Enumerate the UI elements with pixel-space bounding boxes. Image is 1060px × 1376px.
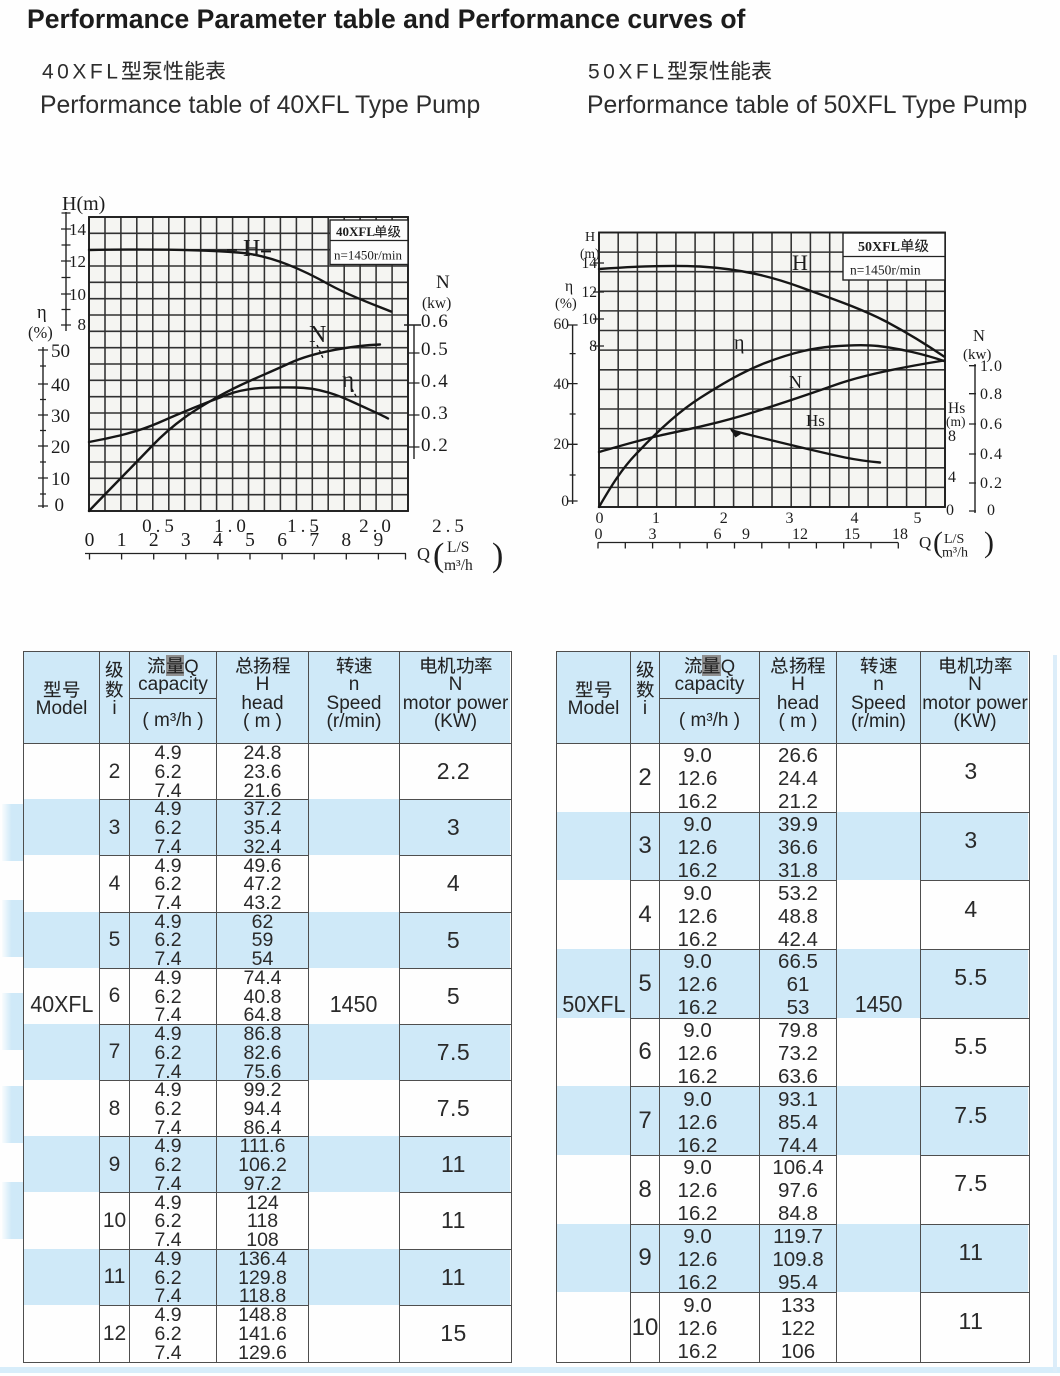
svg-text:(m): (m) [580,246,600,261]
svg-text:η: η [565,278,573,295]
svg-text:40: 40 [51,375,70,396]
svg-text:4: 4 [213,530,223,551]
svg-text:3: 3 [649,526,657,543]
svg-text:H(m): H(m) [62,193,105,215]
svg-text:14: 14 [69,220,87,239]
svg-text:7: 7 [309,530,319,551]
svg-text:4: 4 [948,469,956,486]
svg-text:m³/h: m³/h [444,557,473,574]
svg-text:H: H [585,230,595,245]
svg-text:60: 60 [554,316,570,333]
svg-text:0: 0 [595,526,603,543]
svg-text:8: 8 [341,530,351,551]
svg-text:9: 9 [374,530,384,551]
svg-text:H: H [792,250,808,275]
svg-text:n=1450r/min: n=1450r/min [334,248,402,263]
svg-text:0: 0 [596,510,604,527]
svg-text:Hs: Hs [806,411,825,430]
svg-text:0.6: 0.6 [421,311,449,332]
svg-text:50XFL: 50XFL [858,240,900,255]
svg-text:4: 4 [851,510,859,527]
svg-text:0: 0 [561,493,569,510]
svg-text:10: 10 [51,469,70,490]
svg-text:0.6: 0.6 [980,416,1003,433]
svg-text:(kw): (kw) [422,295,451,312]
svg-text:40: 40 [554,376,570,393]
svg-text:30: 30 [51,406,70,427]
svg-text:12: 12 [69,252,86,271]
svg-text:5: 5 [245,530,255,551]
svg-text:0.5: 0.5 [421,339,449,360]
svg-text:2.5: 2.5 [432,516,468,537]
svg-text:η: η [37,303,47,323]
svg-text:1.0: 1.0 [214,516,250,537]
svg-text:6: 6 [714,526,722,543]
svg-text:0: 0 [55,495,65,516]
svg-text:): ) [492,537,503,574]
svg-text:12: 12 [792,526,808,543]
svg-text:): ) [984,526,994,559]
svg-text:0.4: 0.4 [421,371,449,392]
svg-text:0: 0 [987,502,995,519]
svg-text:2.0: 2.0 [359,516,395,537]
svg-text:η: η [734,332,744,354]
svg-text:0.8: 0.8 [980,386,1003,403]
svg-text:(m): (m) [946,414,966,429]
svg-text:2: 2 [149,530,159,551]
svg-text:(: ( [433,537,444,574]
svg-text:N: N [436,272,450,293]
svg-text:Hs: Hs [948,400,965,417]
svg-text:50: 50 [51,341,70,362]
svg-text:1.5: 1.5 [287,516,323,537]
svg-text:3: 3 [181,530,191,551]
svg-text:L/S: L/S [944,532,964,547]
svg-text:0.2: 0.2 [980,475,1003,492]
svg-text:12: 12 [582,284,598,301]
svg-text:0: 0 [946,502,954,519]
svg-text:3: 3 [786,510,794,527]
svg-text:m³/h: m³/h [942,546,968,561]
svg-text:(%): (%) [28,323,53,342]
svg-text:(kw): (kw) [963,347,991,363]
svg-text:10: 10 [582,311,598,328]
svg-text:0.4: 0.4 [980,446,1003,463]
svg-text:(: ( [933,526,943,559]
svg-text:1.0: 1.0 [980,358,1003,375]
svg-text:1: 1 [652,510,660,527]
svg-text:(%): (%) [555,296,577,312]
svg-text:5: 5 [914,510,922,527]
svg-text:Q: Q [919,533,931,552]
svg-text:1: 1 [117,530,127,551]
svg-text:15: 15 [844,526,860,543]
svg-text:N: N [973,326,985,345]
svg-text:20: 20 [554,436,570,453]
svg-text:9: 9 [742,526,750,543]
svg-text:n=1450r/min: n=1450r/min [850,263,921,278]
svg-text:0.5: 0.5 [142,516,178,537]
svg-text:N: N [789,372,802,392]
svg-text:14: 14 [582,255,598,272]
svg-text:8: 8 [78,315,87,334]
svg-text:H: H [243,236,260,262]
svg-text:Q: Q [417,544,430,564]
svg-text:8: 8 [589,338,597,355]
svg-text:10: 10 [69,285,86,304]
svg-text:6: 6 [277,530,287,551]
svg-text:N: N [309,322,326,348]
svg-text:0.3: 0.3 [421,403,449,424]
svg-text:L/S: L/S [447,539,469,556]
svg-text:2: 2 [720,510,728,527]
svg-text:20: 20 [51,437,70,458]
svg-text:0.2: 0.2 [421,435,449,456]
svg-text:18: 18 [892,526,908,543]
svg-text:η: η [342,367,354,392]
svg-text:40XFL: 40XFL [336,224,375,239]
svg-text:8: 8 [948,428,956,445]
svg-text:0: 0 [85,530,95,551]
